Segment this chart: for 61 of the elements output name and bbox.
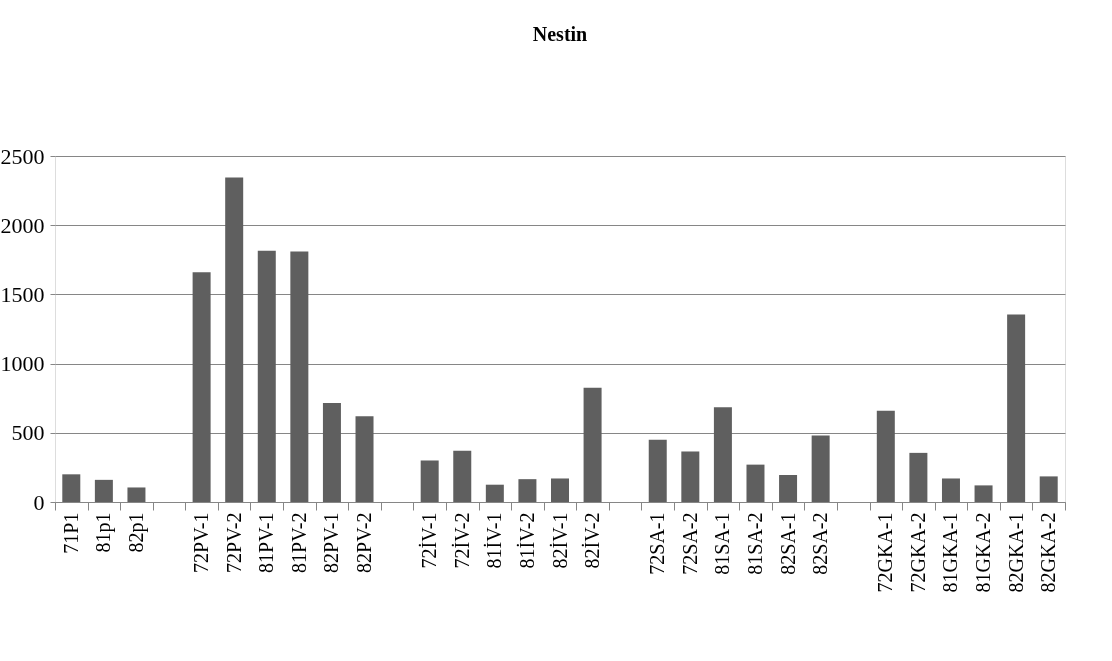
- x-tick-label: 72PV-2: [222, 512, 245, 573]
- bar: [941, 478, 960, 502]
- x-tick-label: 81SA-2: [743, 512, 766, 575]
- bar: [551, 478, 569, 502]
- bar: [746, 464, 765, 502]
- bar: [909, 452, 928, 502]
- x-tick-label: 81İV-2: [515, 512, 538, 569]
- x-tick-label: 72GKA-2: [906, 512, 929, 593]
- bar: [713, 407, 732, 502]
- x-tick-label: 71P1: [59, 512, 82, 554]
- x-tick-label: 82PV-1: [320, 512, 343, 573]
- bar: [290, 251, 309, 502]
- bar: [518, 479, 537, 502]
- y-tick-label: 1000: [0, 351, 45, 377]
- y-tick-label: 2000: [0, 212, 45, 238]
- chart-title: Nestin: [532, 23, 588, 45]
- x-tick-label: 82İV-2: [581, 512, 604, 569]
- x-tick-label: 82GKA-2: [1037, 512, 1060, 593]
- x-tick-label: 81GKA-2: [972, 512, 995, 593]
- x-tick-label: 82p1: [124, 512, 148, 553]
- x-tick-label: 72PV-1: [190, 512, 213, 573]
- bar: [94, 479, 113, 502]
- x-tick-label: 72SA-1: [646, 512, 669, 575]
- bar: [583, 387, 602, 502]
- bar: [322, 403, 341, 502]
- bar: [811, 435, 830, 502]
- x-tick-label: 72İV-2: [450, 512, 473, 569]
- y-tick-label: 1500: [0, 281, 45, 307]
- bar: [355, 416, 374, 502]
- bar: [876, 410, 895, 502]
- bar: [974, 485, 993, 502]
- x-tick-label: 72SA-2: [678, 512, 701, 575]
- y-tick-label: 2500: [0, 143, 45, 169]
- bar: [1007, 314, 1026, 502]
- x-tick-label: 81İV-1: [483, 512, 506, 569]
- x-tick-label: 82SA-2: [809, 512, 832, 575]
- x-tick-label: 81PV-2: [287, 512, 310, 573]
- x-tick-label: 82PV-2: [353, 512, 376, 573]
- bar: [62, 474, 81, 502]
- x-tick-label: 82SA-1: [776, 512, 799, 575]
- bar: [1039, 476, 1058, 502]
- x-tick-label: 81SA-1: [711, 512, 734, 575]
- x-tick-label: 82GKA-1: [1004, 512, 1027, 593]
- y-tick-label: 500: [11, 420, 45, 446]
- bar: [779, 475, 798, 502]
- x-tick-label: 72İV-1: [418, 512, 441, 569]
- bar: [225, 177, 244, 502]
- x-tick-label: 81p1: [92, 512, 116, 553]
- bar: [681, 451, 700, 502]
- bar: [420, 460, 439, 502]
- bar: [648, 439, 667, 502]
- x-tick-label: 72GKA-1: [874, 512, 897, 593]
- bar: [127, 487, 146, 502]
- y-tick-label: 0: [33, 489, 45, 515]
- x-tick-label: 81PV-1: [255, 512, 278, 573]
- bar: [192, 272, 211, 502]
- x-tick-label: 82İV-1: [548, 512, 571, 569]
- bar: [485, 484, 504, 502]
- x-tick-label: 81GKA-1: [939, 512, 962, 593]
- bar: [453, 450, 472, 502]
- bar: [257, 250, 276, 502]
